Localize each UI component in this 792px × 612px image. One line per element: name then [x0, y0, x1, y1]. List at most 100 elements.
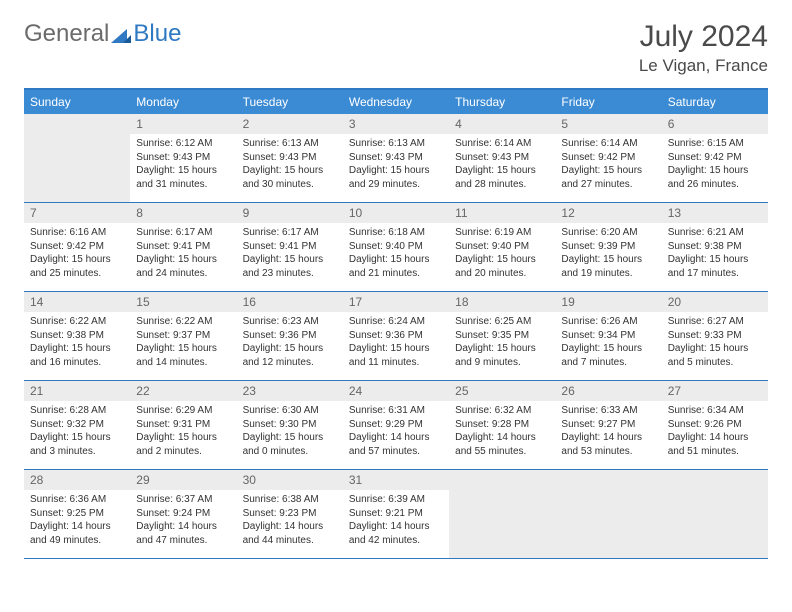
calendar-cell: 28Sunrise: 6:36 AMSunset: 9:25 PMDayligh…: [24, 470, 130, 558]
week-row: 28Sunrise: 6:36 AMSunset: 9:25 PMDayligh…: [24, 470, 768, 559]
sunrise-text: Sunrise: 6:34 AM: [668, 404, 762, 418]
daylight-text: Daylight: 15 hours and 25 minutes.: [30, 253, 124, 280]
day-number: 2: [237, 114, 343, 134]
calendar-cell: 10Sunrise: 6:18 AMSunset: 9:40 PMDayligh…: [343, 203, 449, 291]
daylight-text: Daylight: 15 hours and 26 minutes.: [668, 164, 762, 191]
sunrise-text: Sunrise: 6:30 AM: [243, 404, 337, 418]
calendar-cell: 6Sunrise: 6:15 AMSunset: 9:42 PMDaylight…: [662, 114, 768, 202]
calendar-cell: 9Sunrise: 6:17 AMSunset: 9:41 PMDaylight…: [237, 203, 343, 291]
sunset-text: Sunset: 9:32 PM: [30, 418, 124, 432]
sunset-text: Sunset: 9:28 PM: [455, 418, 549, 432]
sunrise-text: Sunrise: 6:23 AM: [243, 315, 337, 329]
calendar-cell: 27Sunrise: 6:34 AMSunset: 9:26 PMDayligh…: [662, 381, 768, 469]
calendar-cell: 23Sunrise: 6:30 AMSunset: 9:30 PMDayligh…: [237, 381, 343, 469]
calendar: Sunday Monday Tuesday Wednesday Thursday…: [24, 88, 768, 559]
sunset-text: Sunset: 9:42 PM: [668, 151, 762, 165]
calendar-cell: 11Sunrise: 6:19 AMSunset: 9:40 PMDayligh…: [449, 203, 555, 291]
cell-body: Sunrise: 6:25 AMSunset: 9:35 PMDaylight:…: [449, 312, 555, 375]
calendar-cell: 22Sunrise: 6:29 AMSunset: 9:31 PMDayligh…: [130, 381, 236, 469]
day-number: 21: [24, 381, 130, 401]
sunrise-text: Sunrise: 6:38 AM: [243, 493, 337, 507]
calendar-cell: 3Sunrise: 6:13 AMSunset: 9:43 PMDaylight…: [343, 114, 449, 202]
cell-body: Sunrise: 6:32 AMSunset: 9:28 PMDaylight:…: [449, 401, 555, 464]
sunrise-text: Sunrise: 6:26 AM: [561, 315, 655, 329]
sunrise-text: Sunrise: 6:13 AM: [243, 137, 337, 151]
calendar-cell: 31Sunrise: 6:39 AMSunset: 9:21 PMDayligh…: [343, 470, 449, 558]
day-number: 11: [449, 203, 555, 223]
cell-body: Sunrise: 6:13 AMSunset: 9:43 PMDaylight:…: [343, 134, 449, 197]
day-number: 7: [24, 203, 130, 223]
day-number: 28: [24, 470, 130, 490]
sunset-text: Sunset: 9:24 PM: [136, 507, 230, 521]
cell-body: Sunrise: 6:23 AMSunset: 9:36 PMDaylight:…: [237, 312, 343, 375]
logo-triangle-icon: [111, 25, 131, 43]
calendar-cell: 29Sunrise: 6:37 AMSunset: 9:24 PMDayligh…: [130, 470, 236, 558]
sunset-text: Sunset: 9:33 PM: [668, 329, 762, 343]
day-number: 25: [449, 381, 555, 401]
cell-body: Sunrise: 6:17 AMSunset: 9:41 PMDaylight:…: [237, 223, 343, 286]
daylight-text: Daylight: 15 hours and 27 minutes.: [561, 164, 655, 191]
day-number: 10: [343, 203, 449, 223]
logo: General Blue: [24, 20, 181, 48]
day-number: 18: [449, 292, 555, 312]
daylight-text: Daylight: 15 hours and 12 minutes.: [243, 342, 337, 369]
week-row: 14Sunrise: 6:22 AMSunset: 9:38 PMDayligh…: [24, 292, 768, 381]
day-number: 15: [130, 292, 236, 312]
day-header-mon: Monday: [130, 90, 236, 114]
sunrise-text: Sunrise: 6:14 AM: [561, 137, 655, 151]
sunrise-text: Sunrise: 6:19 AM: [455, 226, 549, 240]
daylight-text: Daylight: 15 hours and 7 minutes.: [561, 342, 655, 369]
location: Le Vigan, France: [639, 56, 768, 76]
cell-body: Sunrise: 6:37 AMSunset: 9:24 PMDaylight:…: [130, 490, 236, 553]
cell-body: Sunrise: 6:20 AMSunset: 9:39 PMDaylight:…: [555, 223, 661, 286]
calendar-cell: 5Sunrise: 6:14 AMSunset: 9:42 PMDaylight…: [555, 114, 661, 202]
header: General Blue July 2024 Le Vigan, France: [24, 20, 768, 76]
sunset-text: Sunset: 9:40 PM: [455, 240, 549, 254]
daylight-text: Daylight: 15 hours and 24 minutes.: [136, 253, 230, 280]
daylight-text: Daylight: 15 hours and 0 minutes.: [243, 431, 337, 458]
cell-body: Sunrise: 6:14 AMSunset: 9:43 PMDaylight:…: [449, 134, 555, 197]
day-number: 27: [662, 381, 768, 401]
cell-body: Sunrise: 6:24 AMSunset: 9:36 PMDaylight:…: [343, 312, 449, 375]
daylight-text: Daylight: 14 hours and 57 minutes.: [349, 431, 443, 458]
day-number: 13: [662, 203, 768, 223]
day-number: 22: [130, 381, 236, 401]
sunrise-text: Sunrise: 6:14 AM: [455, 137, 549, 151]
week-row: 21Sunrise: 6:28 AMSunset: 9:32 PMDayligh…: [24, 381, 768, 470]
sunrise-text: Sunrise: 6:32 AM: [455, 404, 549, 418]
cell-body: Sunrise: 6:33 AMSunset: 9:27 PMDaylight:…: [555, 401, 661, 464]
day-number: 16: [237, 292, 343, 312]
sunrise-text: Sunrise: 6:12 AM: [136, 137, 230, 151]
cell-body: Sunrise: 6:13 AMSunset: 9:43 PMDaylight:…: [237, 134, 343, 197]
daylight-text: Daylight: 14 hours and 47 minutes.: [136, 520, 230, 547]
sunset-text: Sunset: 9:31 PM: [136, 418, 230, 432]
sunset-text: Sunset: 9:42 PM: [30, 240, 124, 254]
day-headers: Sunday Monday Tuesday Wednesday Thursday…: [24, 90, 768, 114]
daylight-text: Daylight: 15 hours and 3 minutes.: [30, 431, 124, 458]
cell-body: Sunrise: 6:17 AMSunset: 9:41 PMDaylight:…: [130, 223, 236, 286]
daylight-text: Daylight: 15 hours and 16 minutes.: [30, 342, 124, 369]
calendar-cell: 18Sunrise: 6:25 AMSunset: 9:35 PMDayligh…: [449, 292, 555, 380]
cell-body: Sunrise: 6:14 AMSunset: 9:42 PMDaylight:…: [555, 134, 661, 197]
sunset-text: Sunset: 9:40 PM: [349, 240, 443, 254]
sunrise-text: Sunrise: 6:22 AM: [30, 315, 124, 329]
sunrise-text: Sunrise: 6:24 AM: [349, 315, 443, 329]
sunset-text: Sunset: 9:41 PM: [243, 240, 337, 254]
cell-body: Sunrise: 6:15 AMSunset: 9:42 PMDaylight:…: [662, 134, 768, 197]
sunrise-text: Sunrise: 6:22 AM: [136, 315, 230, 329]
day-number: 3: [343, 114, 449, 134]
day-number: 26: [555, 381, 661, 401]
day-number: 8: [130, 203, 236, 223]
daylight-text: Daylight: 15 hours and 5 minutes.: [668, 342, 762, 369]
sunset-text: Sunset: 9:39 PM: [561, 240, 655, 254]
day-header-sat: Saturday: [662, 90, 768, 114]
sunset-text: Sunset: 9:34 PM: [561, 329, 655, 343]
day-header-wed: Wednesday: [343, 90, 449, 114]
sunset-text: Sunset: 9:29 PM: [349, 418, 443, 432]
sunset-text: Sunset: 9:23 PM: [243, 507, 337, 521]
cell-body: Sunrise: 6:38 AMSunset: 9:23 PMDaylight:…: [237, 490, 343, 553]
daylight-text: Daylight: 14 hours and 42 minutes.: [349, 520, 443, 547]
day-number: 6: [662, 114, 768, 134]
cell-body: Sunrise: 6:16 AMSunset: 9:42 PMDaylight:…: [24, 223, 130, 286]
sunset-text: Sunset: 9:35 PM: [455, 329, 549, 343]
